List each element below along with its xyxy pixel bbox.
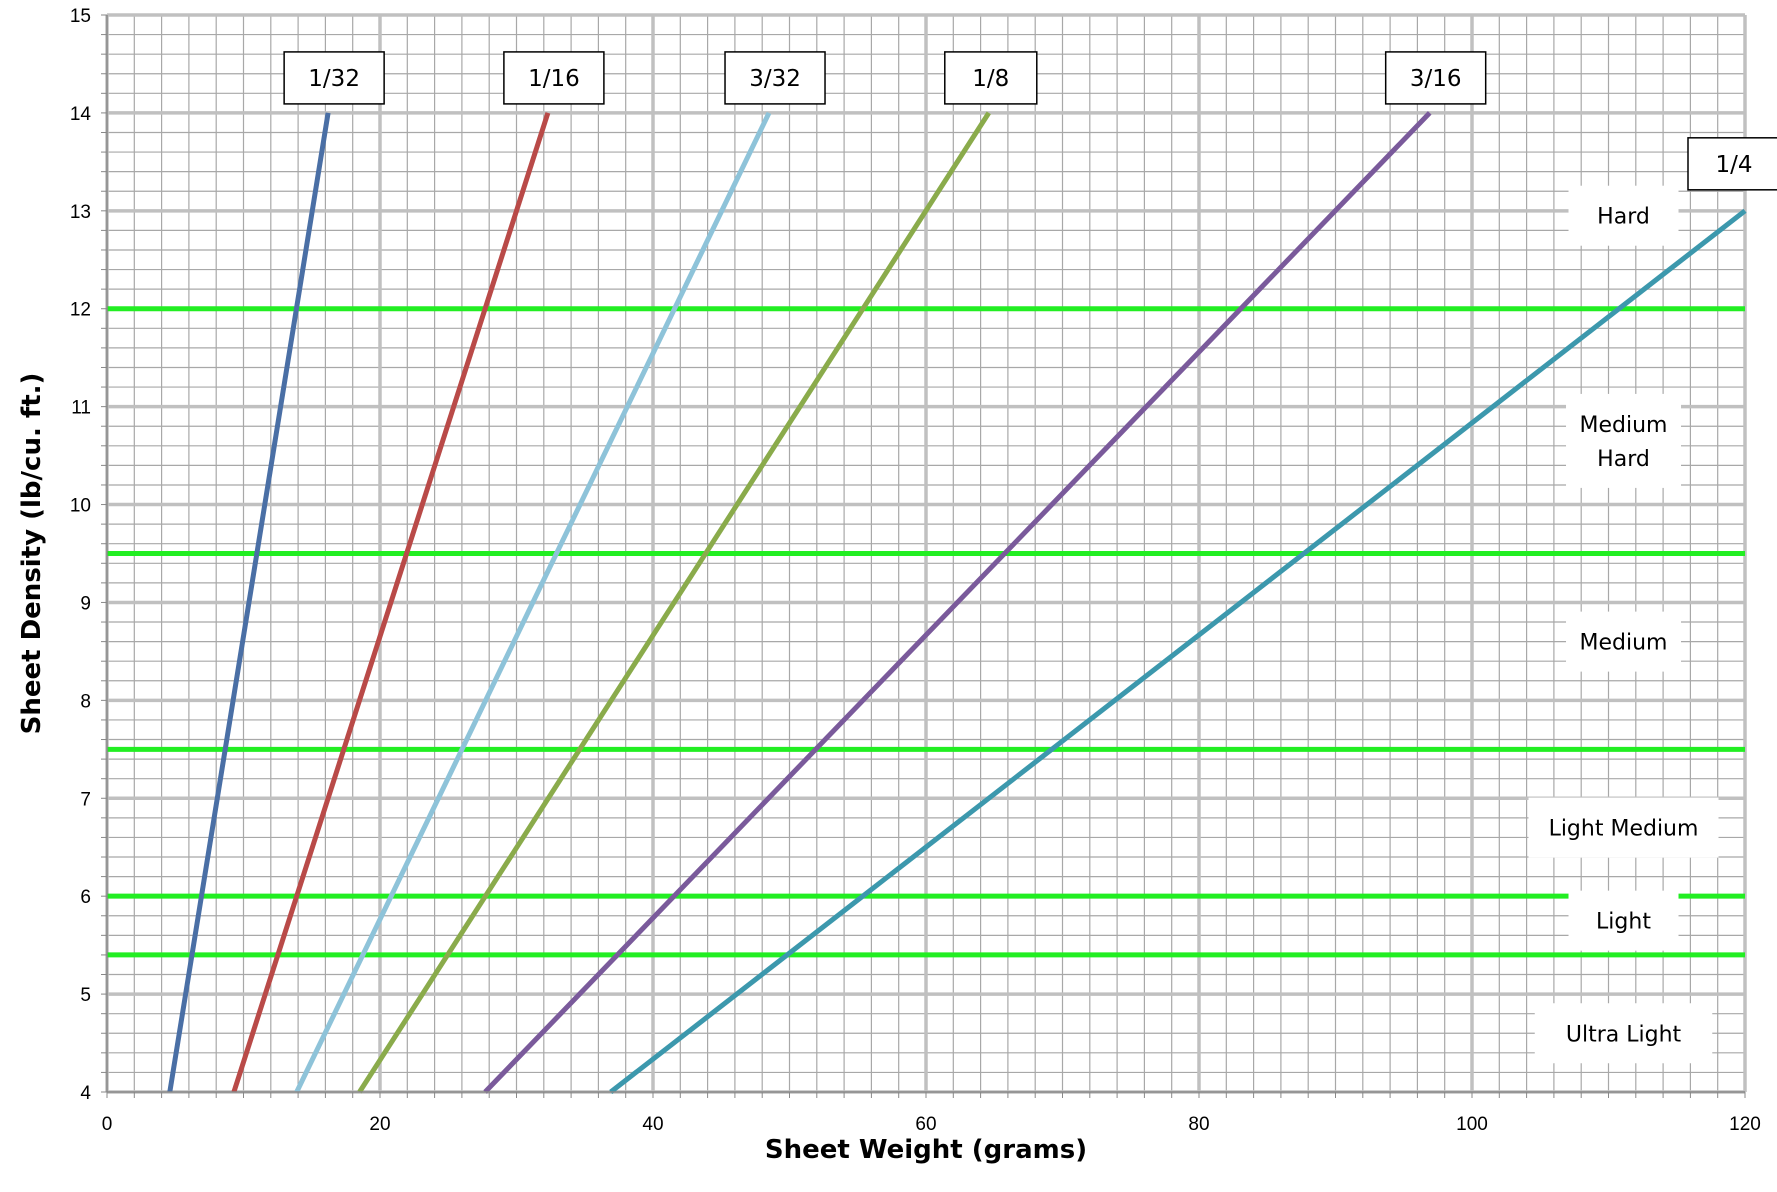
zone-label: Ultra Light (1534, 1003, 1713, 1064)
series-line (357, 111, 991, 1094)
y-tick-label: 11 (71, 398, 91, 419)
y-axis-title: Sheet Density (lb/cu. ft.) (17, 373, 47, 735)
x-tick-label: 100 (1456, 1114, 1488, 1135)
x-tick-label: 120 (1729, 1114, 1761, 1135)
x-tick-label: 0 (102, 1114, 113, 1135)
tick-labels: 0 20 40 60 80 100 120 4 5 6 7 8 9 10 11 12 13 14 15 (70, 6, 1761, 1135)
zone-label-box (1568, 185, 1679, 246)
x-axis-title: Sheet Weight (grams) (765, 1135, 1087, 1165)
y-tick-label: 4 (80, 1083, 91, 1104)
y-tick-label: 6 (80, 887, 91, 908)
y-tick-label: 10 (70, 496, 91, 517)
x-tick-label: 40 (642, 1114, 663, 1135)
zone-label-text: Hard (1597, 205, 1650, 230)
x-tick-label: 20 (369, 1114, 390, 1135)
y-tick-label: 15 (70, 6, 91, 27)
x-tick-label: 60 (915, 1114, 936, 1135)
y-tick-label: 9 (80, 593, 91, 614)
zone-label-box (1566, 393, 1682, 488)
series-label: 1/32 (283, 51, 385, 105)
series-line (231, 112, 551, 1093)
zone-label-box (1566, 611, 1682, 672)
zone-label: Light (1568, 890, 1679, 951)
series-line (167, 112, 331, 1093)
series-line (294, 111, 772, 1094)
series-label-box (283, 51, 385, 105)
zone-label-text: Ultra Light (1566, 1022, 1682, 1047)
series-label: 1/4 (1687, 137, 1777, 191)
series-label: 1/8 (944, 51, 1038, 105)
zone-label-box (1568, 890, 1679, 951)
y-tick-label: 7 (80, 789, 91, 810)
series-label-text: 1/8 (972, 66, 1009, 92)
axes (101, 14, 1746, 1098)
zone-label: Hard (1568, 185, 1679, 246)
series-label-text: 1/16 (528, 66, 580, 92)
series-label: 3/32 (724, 51, 826, 105)
series-label-box (944, 51, 1038, 105)
zone-label-text: Light (1596, 910, 1651, 935)
y-tick-label: 8 (80, 691, 91, 712)
series-label-box (1687, 137, 1777, 191)
density-threshold-lines (107, 306, 1745, 958)
series-label-box (503, 51, 605, 105)
series-label: 1/16 (503, 51, 605, 105)
series-label-text: 1/4 (1715, 152, 1752, 178)
zone-label-box (1528, 797, 1719, 858)
x-tick-label: 80 (1188, 1114, 1209, 1135)
y-tick-label: 14 (70, 104, 92, 125)
series-label: 3/16 (1384, 51, 1487, 105)
series-labels: 1/32 1/16 3/32 1/8 3/16 1/4 (283, 51, 1777, 191)
zone-label: Medium Hard (1566, 393, 1682, 488)
zone-label-text: Medium (1580, 413, 1668, 438)
zone-label-box (1534, 1003, 1713, 1064)
series-label-box (724, 51, 826, 105)
y-tick-label: 5 (80, 985, 91, 1006)
zone-label: Medium (1566, 611, 1682, 672)
zone-label-text: Light Medium (1549, 817, 1699, 842)
zone-label-text: Medium (1580, 631, 1668, 656)
series-lines (167, 111, 1747, 1094)
zone-label: Light Medium (1528, 797, 1719, 858)
series-line (609, 208, 1747, 1094)
series-label-box (1384, 51, 1487, 105)
series-line (483, 111, 1432, 1094)
series-label-text: 1/32 (308, 66, 360, 92)
series-label-text: 3/32 (749, 66, 801, 92)
zone-label-text: Hard (1597, 447, 1650, 472)
y-tick-label: 12 (70, 300, 91, 321)
series-label-text: 3/16 (1410, 66, 1462, 92)
y-tick-label: 13 (70, 202, 91, 223)
